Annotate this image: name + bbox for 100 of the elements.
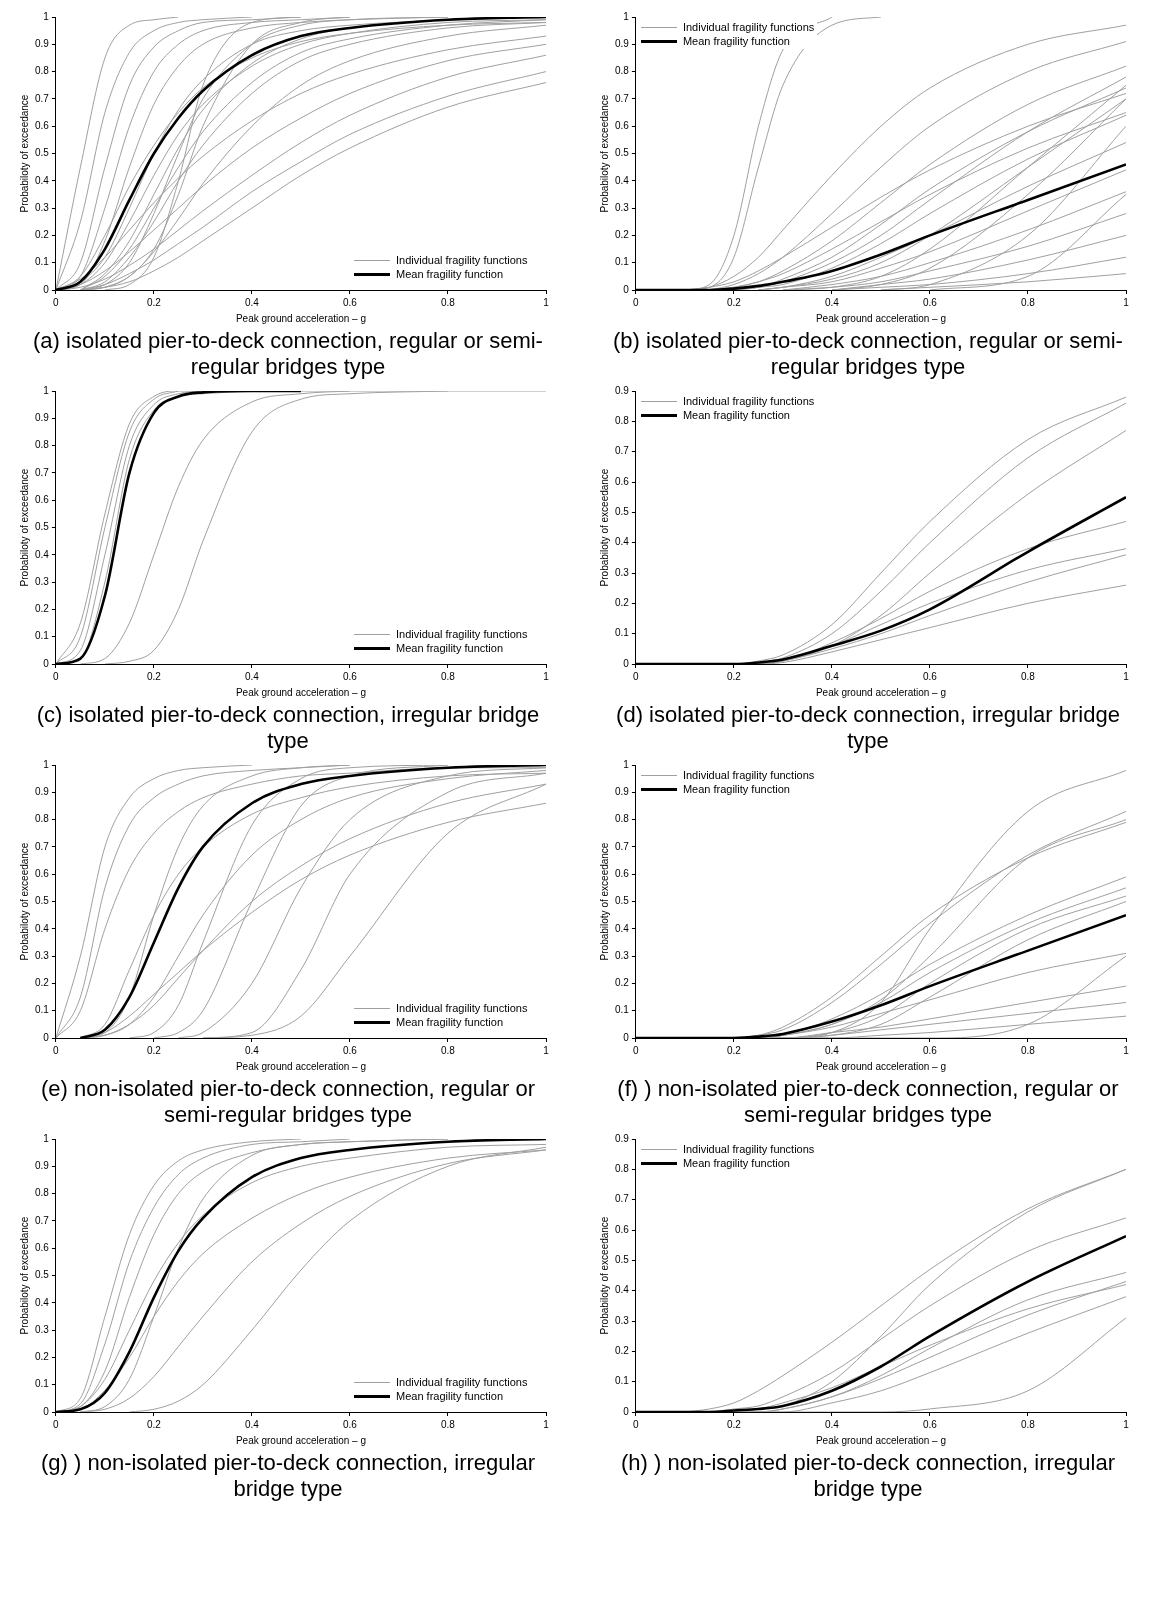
y-tick-label: 0.4	[615, 922, 630, 934]
y-tick-label: 0.6	[35, 867, 50, 879]
y-tick-label: 0.1	[35, 630, 50, 642]
x-tick-label: 0	[633, 1044, 640, 1056]
y-tick-label: 0.7	[35, 840, 50, 852]
y-axis-title: Probabiloty of exceedance	[18, 1216, 30, 1335]
x-tick-label: 1	[543, 670, 550, 682]
x-tick-label: 0.8	[1021, 1418, 1036, 1430]
y-axis-title: Probabiloty of exceedance	[598, 1216, 610, 1335]
legend-label: Mean fragility function	[396, 641, 503, 655]
text: (f) ) non-isolated pier-to-deck connection, regular or semi-regular bridges type	[616, 1075, 1120, 1128]
y-tick-label: 0.9	[35, 1160, 50, 1172]
y-tick-label: 0.7	[35, 466, 50, 478]
x-tick-label: 0	[53, 1044, 60, 1056]
y-tick-label: 0.9	[35, 38, 50, 50]
legend-label: Mean fragility function	[682, 782, 790, 796]
y-tick-label: 0.5	[615, 506, 630, 518]
y-tick-label: 0.2	[35, 1351, 50, 1363]
y-tick-label: 0.7	[615, 445, 630, 457]
y-tick-label: 1	[43, 1132, 50, 1144]
y-tick-label: 0.1	[615, 256, 630, 268]
y-tick-label: 0.9	[615, 38, 630, 50]
y-tick-label: 0.2	[35, 977, 50, 989]
x-tick-label: 0.2	[726, 296, 742, 308]
y-tick-label: 0.8	[35, 65, 50, 77]
y-tick-label: 0.9	[615, 384, 630, 396]
y-tick-label: 0.5	[35, 1269, 50, 1281]
legend-label: Mean fragility function	[682, 408, 790, 422]
x-tick-label: 1	[1123, 670, 1130, 682]
y-tick-label: 0.3	[615, 201, 630, 213]
y-tick-label: 0.4	[615, 536, 630, 548]
y-axis-title: Probabiloty of exceedance	[18, 94, 30, 213]
text: (g) ) non-isolated pier-to-deck connection, irregular bridge type	[40, 1449, 536, 1502]
y-tick-label: 0.1	[35, 1004, 50, 1016]
y-tick-label: 0.4	[615, 174, 630, 186]
legend-label: Mean fragility function	[396, 1389, 503, 1403]
x-tick-label: 0.8	[1021, 296, 1036, 308]
y-tick-label: 0.8	[615, 1163, 630, 1175]
y-tick-label: 0.3	[35, 949, 50, 961]
legend-label: Individual fragility functions	[682, 20, 815, 34]
y-tick-label: 0.4	[35, 922, 50, 934]
y-tick-label: 1	[43, 10, 50, 22]
y-tick-label: 1	[623, 758, 630, 770]
legend-label: Mean fragility function	[396, 267, 503, 281]
y-axis-title: Probabiloty of exceedance	[18, 842, 30, 961]
x-tick-label: 0.8	[441, 670, 456, 682]
x-tick-label: 0.8	[441, 296, 456, 308]
y-tick-label: 0.2	[615, 977, 630, 989]
y-tick-label: 0.1	[615, 1375, 630, 1387]
y-tick-label: 0.7	[35, 92, 50, 104]
x-tick-label: 0.6	[923, 1044, 938, 1056]
x-tick-label: 0.4	[824, 1418, 840, 1430]
legend-label: Individual fragility functions	[682, 1142, 815, 1156]
y-tick-label: 0.3	[615, 1314, 630, 1326]
y-tick-label: 0.5	[35, 147, 50, 159]
x-tick-label: 0.6	[923, 670, 938, 682]
y-tick-label: 0.9	[35, 786, 50, 798]
x-tick-label: 0.4	[244, 1044, 260, 1056]
x-tick-label: 0	[633, 296, 640, 308]
y-tick-label: 0.4	[35, 1296, 50, 1308]
y-tick-label: 0.1	[615, 627, 630, 639]
legend-label: Individual fragility functions	[682, 394, 815, 408]
y-tick-label: 0.3	[615, 566, 630, 578]
x-tick-label: 0	[53, 1418, 60, 1430]
y-tick-label: 0	[43, 1031, 50, 1043]
x-tick-label: 0.2	[146, 670, 162, 682]
x-tick-label: 0.2	[726, 1044, 742, 1056]
y-tick-label: 1	[623, 10, 630, 22]
x-tick-label: 0.2	[726, 670, 742, 682]
x-tick-label: 0.2	[146, 1418, 162, 1430]
y-axis-title: Probabiloty of exceedance	[598, 842, 610, 961]
y-tick-label: 0.5	[615, 895, 630, 907]
y-tick-label: 0.2	[35, 229, 50, 241]
text: (b) isolated pier-to-deck connection, regular or semi-regular bridges type	[612, 327, 1124, 380]
y-axis-title: Probabiloty of exceedance	[18, 468, 30, 587]
x-tick-label: 1	[543, 1418, 550, 1430]
y-tick-label: 0.3	[35, 1323, 50, 1335]
x-tick-label: 1	[543, 1044, 550, 1056]
x-axis-title: Peak ground acceleration – g	[815, 312, 946, 324]
y-tick-label: 0.4	[615, 1284, 630, 1296]
x-tick-label: 0.2	[146, 296, 162, 308]
y-tick-label: 0.5	[35, 895, 50, 907]
text: (d) isolated pier-to-deck connection, irregular bridge type	[615, 701, 1121, 754]
y-tick-label: 0.9	[35, 412, 50, 424]
x-tick-label: 0.4	[244, 1418, 260, 1430]
x-axis-title: Peak ground acceleration – g	[815, 1060, 946, 1072]
x-tick-label: 0.8	[441, 1418, 456, 1430]
y-tick-label: 0.8	[615, 415, 630, 427]
legend-label: Mean fragility function	[682, 1156, 790, 1170]
x-tick-label: 0	[633, 1418, 640, 1430]
x-axis-title: Peak ground acceleration – g	[815, 686, 946, 698]
y-tick-label: 0.6	[615, 867, 630, 879]
x-tick-label: 0	[53, 670, 60, 682]
x-tick-label: 0.6	[343, 296, 358, 308]
x-tick-label: 0.6	[343, 670, 358, 682]
x-tick-label: 0.2	[726, 1418, 742, 1430]
y-tick-label: 0.9	[615, 786, 630, 798]
y-tick-label: 0.4	[35, 548, 50, 560]
x-tick-label: 0.8	[441, 1044, 456, 1056]
x-tick-label: 0	[53, 296, 60, 308]
